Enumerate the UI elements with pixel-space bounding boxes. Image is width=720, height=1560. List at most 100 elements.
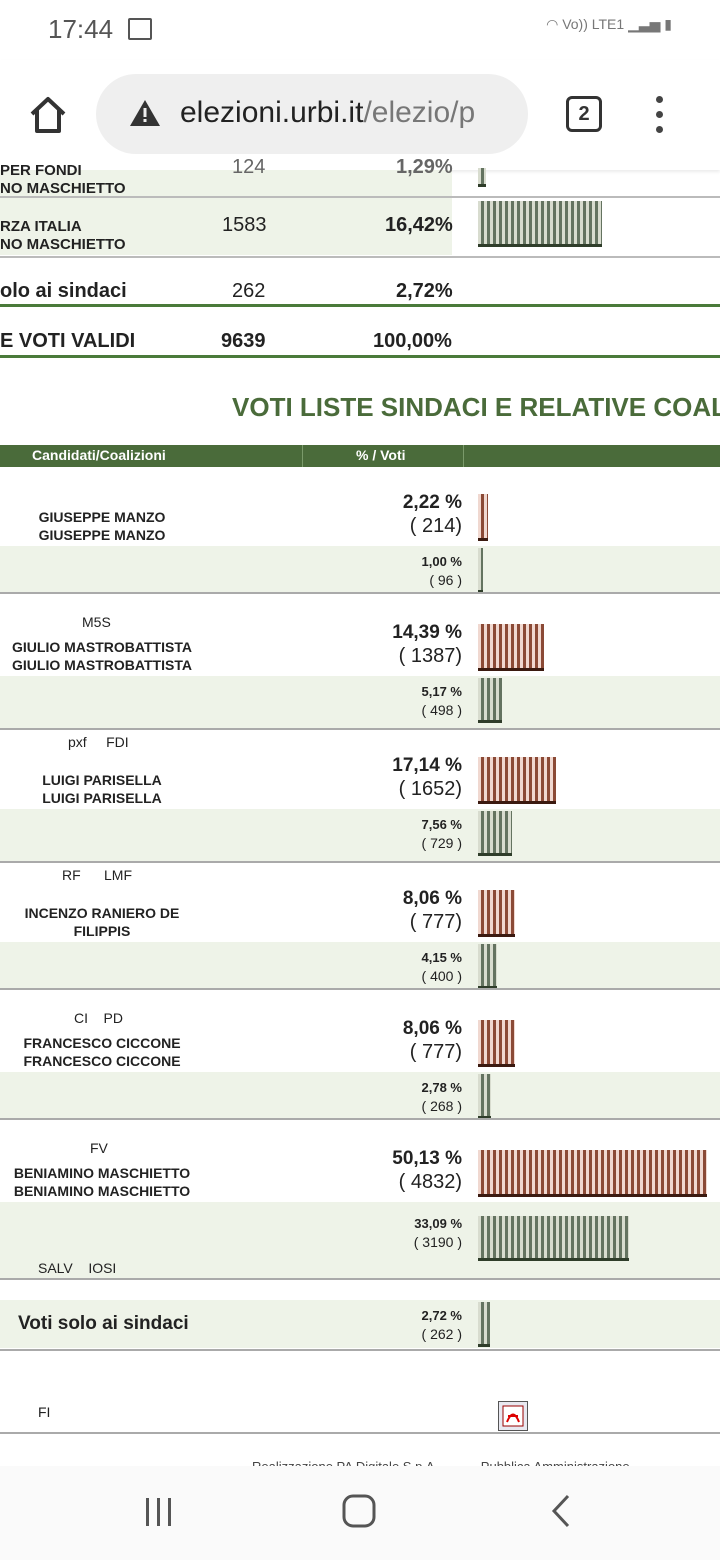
list-names: FI	[38, 1404, 51, 1420]
section-title: VOTI LISTE SINDACI E RELATIVE COALI	[232, 392, 720, 422]
tab-switcher-button[interactable]: 2	[566, 96, 602, 132]
signal-icon: ▁▃▅	[628, 16, 661, 32]
warning-icon[interactable]	[128, 98, 162, 133]
candidate-bar	[478, 890, 515, 937]
coalition-bar	[478, 678, 502, 723]
candidate-pct: 8,06 %	[402, 888, 462, 909]
solo-sindaci-pct: 2,72 %	[421, 1308, 462, 1323]
solo-sindaci-row: Voti solo ai sindaci 2,72 % ( 262 )	[0, 1300, 720, 1348]
candidate-votes: ( 1652)	[398, 778, 462, 800]
coalition-row: pxf FDI lms 5,17 % ( 498 )	[0, 676, 720, 822]
home-icon[interactable]	[28, 96, 68, 139]
row-bar	[478, 201, 602, 247]
divider	[0, 256, 720, 258]
list-names: CI PD	[74, 1010, 124, 1026]
candidate-votes: ( 4832)	[398, 1171, 462, 1193]
coalition-bar	[478, 1074, 491, 1119]
browser-toolbar: elezioni.urbi.it/elezio/p 2	[0, 60, 720, 170]
total-pct: 100,00%	[373, 330, 452, 352]
divider	[0, 988, 720, 990]
navigation-bar	[0, 1466, 720, 1560]
solo-label: olo ai sindaci	[0, 280, 127, 302]
candidate-name-line: LUIGI PARISELLA	[42, 790, 162, 806]
overflow-menu-icon[interactable]	[656, 96, 664, 141]
divider	[0, 304, 720, 307]
coalition-lists: M5S	[82, 562, 125, 778]
candidate-bar	[478, 1020, 515, 1067]
total-label: E VOTI VALIDI	[0, 330, 136, 352]
candidate-name: GIULIO MASTROBATTISTA GIULIO MASTROBATTI…	[0, 638, 204, 674]
coalition-votes: ( 3190 )	[413, 1234, 462, 1250]
coalition-bar	[478, 1216, 629, 1261]
clock: 17:44	[48, 14, 114, 44]
coalition-row: FV 2,78 % ( 268 )	[0, 1072, 720, 1156]
candidate-name: LUIGI PARISELLA LUIGI PARISELLA	[0, 771, 204, 807]
home-button[interactable]	[342, 1494, 376, 1533]
candidate-name-line: GIUSEPPE MANZO	[38, 527, 166, 543]
network-indicator: ◠ Vo)) LTE1 ▁▃▅ ▮	[546, 16, 672, 33]
solo-sindaci-votes: ( 262 )	[421, 1326, 462, 1342]
table-row: PER FONDI NO MASCHIETTO 124 1,29%	[0, 156, 453, 197]
gallery-icon	[128, 18, 152, 40]
network-label: Vo)) LTE1	[562, 16, 625, 32]
table-row: RZA ITALIA NO MASCHIETTO 1583 16,42%	[0, 198, 453, 255]
row-bar	[478, 168, 486, 187]
candidate-votes: ( 214)	[409, 515, 462, 537]
candidate-name-line: FRANCESCO CICCONE	[23, 1035, 181, 1051]
divider	[0, 728, 720, 730]
back-button[interactable]	[550, 1494, 572, 1533]
coalition-votes: ( 729 )	[421, 835, 462, 851]
recent-apps-button[interactable]	[144, 1496, 174, 1533]
coalition-pct: 1,00 %	[421, 554, 462, 569]
coalition-lists: CI PD	[74, 958, 123, 1174]
candidate-name: FRANCESCO CICCONE FRANCESCO CICCONE	[0, 1034, 204, 1070]
coalition-pct: 7,56 %	[421, 817, 462, 832]
coalition-lists: FV	[90, 1088, 133, 1304]
candidate-votes: ( 777)	[409, 1041, 462, 1063]
list-names: M5S	[82, 614, 111, 630]
coalition-votes: ( 96 )	[429, 572, 462, 588]
candidate-votes: ( 1387)	[398, 645, 462, 667]
coalition-row: M5S 1,00 % ( 96 )	[0, 546, 720, 630]
table-header: Candidati/Coalizioni % / Voti	[0, 445, 720, 467]
candidate-name-line: INCENZO RANIERO DE FILIPPIS	[24, 905, 180, 939]
col-candidates: Candidati/Coalizioni	[32, 447, 166, 463]
wifi-icon: ◠	[546, 16, 559, 32]
pdf-icon[interactable]	[498, 1401, 528, 1431]
row-votes: 124	[232, 156, 266, 178]
row-name: RZA ITALIA	[0, 218, 82, 235]
candidate-name-line: FRANCESCO CICCONE	[23, 1053, 181, 1069]
col-pct: % / Voti	[356, 447, 406, 463]
candidate-name-line: LUIGI PARISELLA	[42, 772, 162, 788]
coalition-votes: ( 498 )	[421, 702, 462, 718]
candidate-name-line: GIULIO MASTROBATTISTA	[12, 657, 192, 673]
coalition-pct: 5,17 %	[421, 684, 462, 699]
candidate-name-line: BENIAMINO MASCHIETTO	[13, 1183, 191, 1199]
divider	[0, 196, 720, 198]
candidate-pct: 50,13 %	[392, 1148, 462, 1169]
list-names: RF LMF	[62, 867, 132, 883]
solo-pct: 2,72%	[396, 280, 453, 302]
footer-text: Realizzazione PA Digitale S.p.A. -- ... …	[252, 1456, 720, 1466]
divider	[0, 1432, 720, 1434]
coalition-bar	[478, 548, 483, 593]
coalition-pct: 4,15 %	[421, 950, 462, 965]
divider	[0, 355, 720, 358]
divider	[0, 1118, 720, 1120]
status-bar: 17:44 ◠ Vo)) LTE1 ▁▃▅ ▮	[0, 0, 720, 60]
total-votes: 9639	[221, 330, 266, 352]
list-names: SALV IOSI	[38, 1260, 117, 1276]
solo-sindaci-label: Voti solo ai sindaci	[18, 1313, 189, 1334]
coalition-row: SALV IOSI LIT DC NPF FI 33,09 % ( 3190 )	[0, 1202, 720, 1420]
row-name: NO MASCHIETTO	[0, 180, 126, 197]
candidate-name-line: GIULIO MASTROBATTISTA	[12, 639, 192, 655]
divider	[0, 861, 720, 863]
candidate-pct: 2,22 %	[402, 492, 462, 513]
row-votes: 1583	[222, 214, 267, 236]
coalition-votes: ( 268 )	[421, 1098, 462, 1114]
coalition-row: RF LMF FTN 7,56 % ( 729 )	[0, 809, 720, 955]
divider	[0, 1278, 720, 1280]
url-text[interactable]: elezioni.urbi.it/elezio/p	[180, 96, 476, 129]
address-bar[interactable]: elezioni.urbi.it/elezio/p	[96, 74, 528, 154]
candidate-votes: ( 777)	[409, 911, 462, 933]
